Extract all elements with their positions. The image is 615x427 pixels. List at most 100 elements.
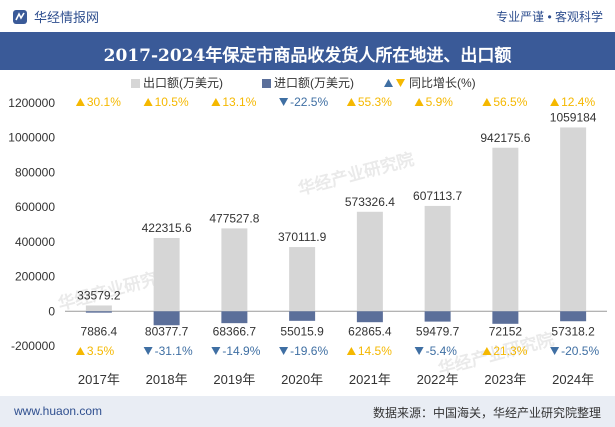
footer-source: 数据来源：中国海关，华经产业研究院整理 — [372, 406, 601, 420]
import-growth-up-icon — [346, 347, 356, 355]
import-bar — [492, 311, 519, 324]
import-growth-label: -20.5% — [561, 344, 599, 358]
watermark-text: 华经产业研究院 — [296, 149, 416, 199]
export-growth-label: 56.5% — [493, 95, 527, 109]
export-growth-label: 12.4% — [561, 95, 595, 109]
import-growth-label: 3.5% — [87, 344, 115, 358]
export-growth-down-icon — [279, 98, 289, 106]
y-tick-label: 200000 — [15, 270, 55, 284]
top-bar: 华经情报网 专业严谨 • 客观科学 — [0, 0, 615, 32]
title-bar: 2017-2024年保定市商品收发货人所在地进、出口额 — [0, 32, 615, 70]
import-growth-up-icon — [75, 347, 85, 355]
import-growth-label: -31.1% — [155, 344, 193, 358]
import-growth-label: 21.3% — [493, 344, 527, 358]
export-growth-label: 10.5% — [155, 95, 189, 109]
x-category-label: 2020年 — [281, 372, 323, 387]
export-bar — [560, 127, 587, 312]
export-value-label: 1059184 — [550, 110, 597, 124]
brand-logo-icon — [13, 9, 27, 24]
x-category-label: 2024年 — [552, 372, 594, 387]
legend-down-triangle-icon — [396, 79, 405, 87]
y-tick-label: 800000 — [15, 165, 55, 179]
export-growth-up-icon — [550, 98, 560, 106]
export-value-label: 370111.9 — [278, 230, 327, 244]
import-value-label: 80377.7 — [145, 324, 189, 338]
x-category-label: 2023年 — [484, 372, 526, 387]
x-category-label: 2018年 — [146, 372, 188, 387]
import-value-label: 68366.7 — [213, 324, 257, 338]
import-growth-label: -19.6% — [290, 344, 328, 358]
import-growth-down-icon — [143, 347, 153, 355]
export-bar — [289, 247, 316, 312]
import-value-label: 59479.7 — [416, 324, 460, 338]
import-value-label: 72152 — [489, 324, 523, 338]
import-growth-down-icon — [414, 347, 424, 355]
y-tick-label: 400000 — [15, 235, 55, 249]
labels: 33579.2 7886.4 30.1% 3.5% 2017年 422315.6 80377… — [75, 95, 599, 387]
legend-import-swatch — [262, 79, 271, 88]
legend-import-label: 进口额(万美元) — [274, 76, 354, 90]
footer-website-link[interactable]: www.huaon.com — [14, 404, 103, 418]
export-growth-label: -22.5% — [290, 95, 328, 109]
export-growth-up-icon — [211, 98, 221, 106]
import-bar — [424, 311, 451, 322]
import-bar — [560, 311, 587, 322]
bars — [85, 127, 587, 326]
legend-up-triangle-icon — [384, 79, 393, 87]
y-tick-label: 0 — [48, 304, 55, 318]
import-value-label: 7886.4 — [81, 324, 118, 338]
tagline: 专业严谨 • 客观科学 — [496, 10, 603, 24]
export-bar — [356, 211, 383, 312]
x-category-label: 2021年 — [349, 372, 391, 387]
export-value-label: 477527.8 — [209, 211, 259, 225]
export-bar — [492, 147, 519, 312]
import-growth-label: -14.9% — [222, 344, 260, 358]
export-value-label: 942175.6 — [480, 131, 530, 145]
export-bar — [153, 237, 180, 312]
y-tick-label: 600000 — [15, 200, 55, 214]
import-growth-label: -5.4% — [426, 344, 458, 358]
chart: 华经产业研究院 华经产业研究院 华经产业研究院 出口额(万美元) 进口额(万美元… — [8, 76, 607, 387]
import-growth-label: 14.5% — [358, 344, 392, 358]
legend-export-swatch — [131, 79, 140, 88]
y-tick-label: 1200000 — [8, 96, 55, 110]
export-growth-up-icon — [143, 98, 153, 106]
import-value-label: 55015.9 — [280, 324, 324, 338]
legend: 出口额(万美元) 进口额(万美元) 同比增长(%) — [131, 76, 476, 90]
export-value-label: 607113.7 — [413, 189, 462, 203]
export-bar — [424, 205, 451, 312]
brand[interactable]: 华经情报网 — [12, 7, 99, 26]
export-growth-label: 30.1% — [87, 95, 121, 109]
export-growth-label: 13.1% — [222, 95, 256, 109]
export-bar — [85, 305, 112, 312]
import-bar — [153, 311, 180, 326]
x-category-label: 2022年 — [417, 372, 459, 387]
import-bar — [356, 311, 383, 323]
import-growth-down-icon — [279, 347, 289, 355]
import-value-label: 62865.4 — [348, 324, 392, 338]
import-value-label: 57318.2 — [551, 324, 595, 338]
import-growth-up-icon — [482, 347, 492, 355]
import-growth-down-icon — [550, 347, 560, 355]
export-bar — [221, 228, 248, 312]
import-bar — [289, 311, 316, 321]
y-tick-label: -200000 — [11, 339, 55, 353]
import-bar — [221, 311, 248, 324]
export-growth-label: 5.9% — [426, 95, 454, 109]
export-growth-up-icon — [75, 98, 85, 106]
footer: www.huaon.com 数据来源：中国海关，华经产业研究院整理 — [0, 396, 615, 427]
legend-growth-label: 同比增长(%) — [409, 76, 476, 90]
export-growth-up-icon — [346, 98, 356, 106]
export-value-label: 422315.6 — [142, 221, 192, 235]
export-growth-up-icon — [414, 98, 424, 106]
export-growth-up-icon — [482, 98, 492, 106]
x-category-label: 2019年 — [213, 372, 255, 387]
export-growth-label: 55.3% — [358, 95, 392, 109]
import-growth-down-icon — [211, 347, 221, 355]
chart-title: 2017-2024年保定市商品收发货人所在地进、出口额 — [103, 46, 512, 66]
y-tick-label: 1000000 — [8, 131, 55, 145]
legend-export-label: 出口额(万美元) — [143, 76, 223, 90]
import-bar — [85, 311, 112, 313]
brand-name: 华经情报网 — [34, 10, 100, 25]
